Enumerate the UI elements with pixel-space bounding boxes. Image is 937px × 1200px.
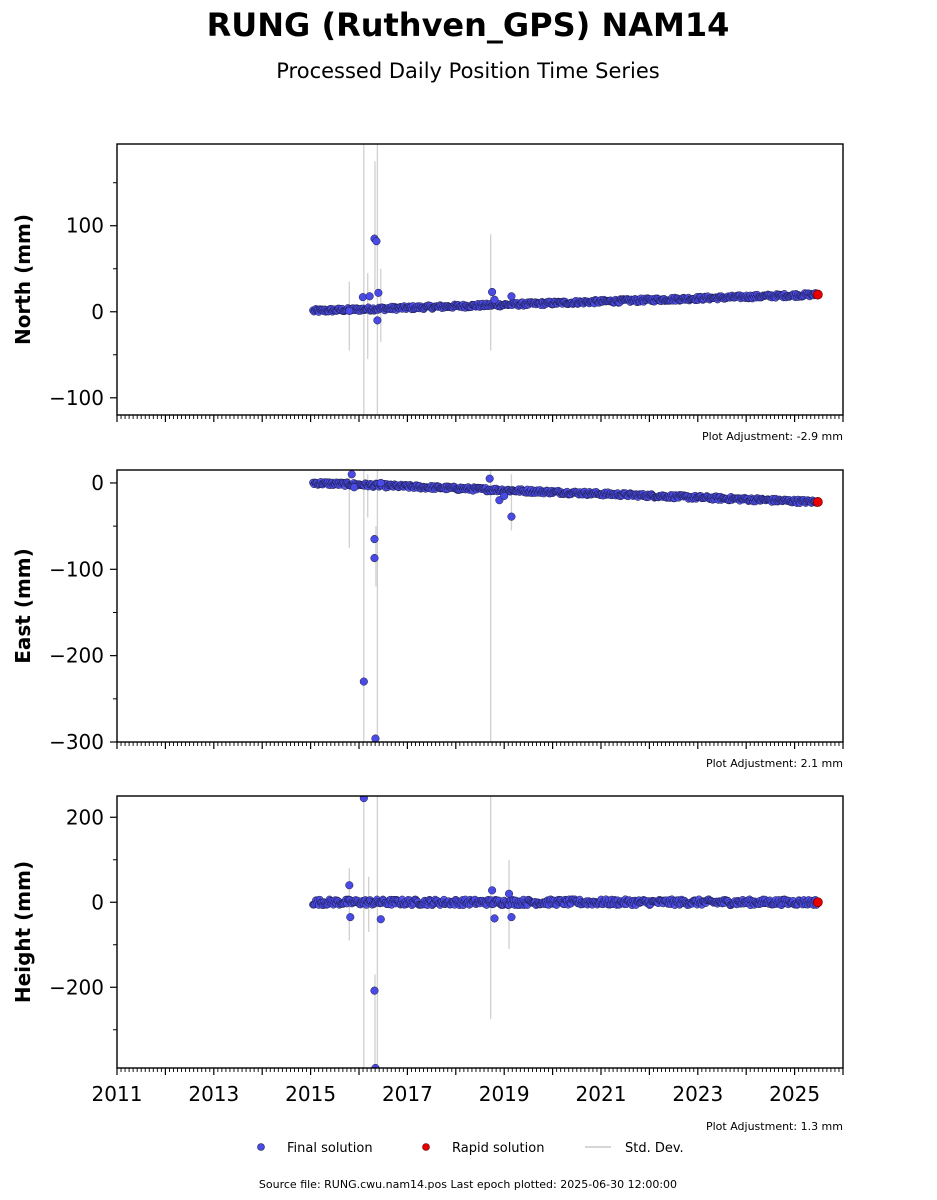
y-axis-label: North (mm) [11, 214, 35, 345]
panels: −100 0 100 North (mm) Plot Adjustment: -2.9 … [11, 143, 844, 1133]
plot-adjustment: Plot Adjustment: 1.3 mm [706, 1120, 843, 1133]
final-point [371, 734, 380, 742]
final-point [347, 470, 356, 479]
final-point [504, 889, 514, 898]
final-point [488, 287, 497, 297]
legend: Final solution Rapid solution Std. Dev. [257, 1141, 684, 1156]
plot-frame [116, 795, 844, 1069]
final-point [507, 512, 516, 521]
rapid-point [812, 289, 823, 300]
y-tick-label: 0 [91, 471, 104, 495]
final-point [346, 913, 355, 922]
final-point [490, 295, 499, 304]
final-point [373, 316, 382, 325]
final-point [350, 483, 359, 492]
y-axis-label: Height (mm) [11, 861, 35, 1003]
final-point [372, 237, 381, 246]
rapid-point [812, 897, 823, 908]
final-point [370, 535, 379, 544]
final-point [345, 881, 354, 890]
plot-area [309, 144, 823, 415]
final-point [485, 474, 494, 483]
rapid-point [812, 497, 823, 507]
source-footer: Source file: RUNG.cwu.nam14.pos Last epo… [259, 1178, 677, 1191]
final-point [500, 491, 509, 500]
panel-east: −300 −200 −100 0 East (mm) Plot Adjustment: 2… [11, 469, 844, 770]
y-tick-label: 0 [91, 890, 104, 914]
y-tick-label: −100 [49, 557, 104, 581]
plot-frame [116, 143, 844, 416]
x-tick-label: 2013 [188, 1082, 239, 1106]
y-tick-label: −300 [49, 730, 104, 754]
final-point [490, 914, 499, 923]
final-point [376, 915, 385, 924]
chart-subtitle: Processed Daily Position Time Series [276, 59, 660, 83]
plot-adjustment: Plot Adjustment: -2.9 mm [702, 430, 843, 443]
panel-height: −200 0 200 2011 2013 2015 2017 2019 2021 2023 2025… [11, 795, 844, 1133]
final-point [376, 478, 385, 488]
plot-area [309, 796, 823, 1068]
x-tick-label: 2021 [576, 1082, 627, 1106]
x-tick-label: 2019 [479, 1082, 530, 1106]
final-point [358, 293, 367, 302]
legend-rapid-label: Rapid solution [452, 1141, 544, 1156]
final-point [370, 986, 379, 995]
plot-adjustment: Plot Adjustment: 2.1 mm [706, 757, 843, 770]
y-tick-label: −200 [49, 975, 104, 999]
chart-title: RUNG (Ruthven_GPS) NAM14 [207, 6, 730, 44]
final-point [359, 677, 368, 686]
y-tick-label: 200 [66, 805, 104, 829]
legend-final-label: Final solution [287, 1141, 373, 1156]
legend-std-label: Std. Dev. [625, 1141, 684, 1156]
final-point [345, 306, 354, 315]
final-point [507, 292, 516, 301]
final-point [507, 913, 516, 922]
y-tick-label: 0 [91, 300, 104, 324]
final-point [370, 554, 379, 563]
final-point [359, 796, 368, 803]
plot-area [309, 470, 823, 742]
y-tick-label: −100 [49, 386, 104, 410]
x-tick-label: 2023 [672, 1082, 723, 1106]
y-tick-label: −200 [49, 644, 104, 668]
final-point [365, 292, 374, 301]
legend-final-marker [257, 1143, 265, 1151]
final-point [374, 288, 383, 297]
x-tick-label: 2017 [382, 1082, 433, 1106]
x-tick-label: 2025 [769, 1082, 820, 1106]
x-tick-label: 2015 [285, 1082, 336, 1106]
y-axis-label: East (mm) [11, 548, 35, 664]
x-tick-label: 2011 [92, 1082, 143, 1106]
y-tick-label: 100 [66, 214, 104, 238]
final-point [488, 886, 497, 895]
panel-north: −100 0 100 North (mm) Plot Adjustment: -2.9 … [11, 143, 844, 443]
plot-frame [116, 469, 844, 743]
legend-rapid-marker [422, 1143, 430, 1151]
